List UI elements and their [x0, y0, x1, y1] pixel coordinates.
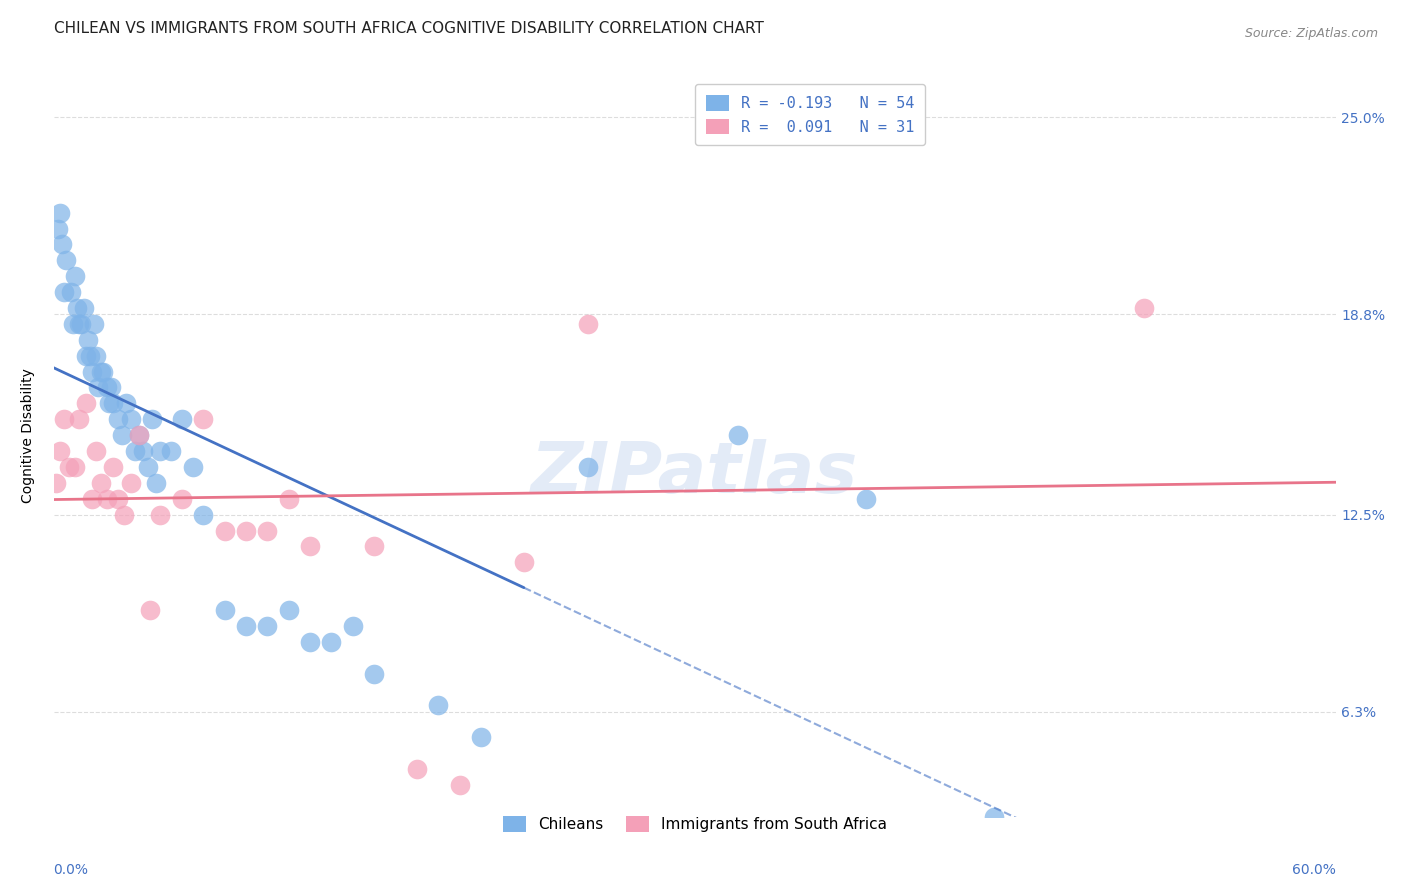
Point	[149, 508, 172, 522]
Point	[75, 349, 97, 363]
Point	[72, 301, 94, 315]
Text: 0.0%: 0.0%	[53, 863, 89, 877]
Point	[87, 380, 110, 394]
Point	[107, 412, 129, 426]
Point	[193, 412, 215, 426]
Point	[51, 237, 73, 252]
Point	[145, 475, 167, 490]
Point	[299, 635, 322, 649]
Point	[363, 540, 385, 554]
Point	[67, 317, 90, 331]
Point	[132, 444, 155, 458]
Point	[49, 205, 72, 219]
Point	[149, 444, 172, 458]
Point	[983, 810, 1005, 824]
Point	[96, 491, 118, 506]
Point	[46, 221, 69, 235]
Point	[53, 285, 76, 299]
Point	[90, 365, 112, 379]
Point	[86, 444, 108, 458]
Point	[115, 396, 138, 410]
Legend: Chileans, Immigrants from South Africa: Chileans, Immigrants from South Africa	[495, 808, 894, 839]
Point	[855, 491, 877, 506]
Text: ZIPatlas: ZIPatlas	[531, 439, 859, 508]
Point	[160, 444, 183, 458]
Point	[103, 459, 125, 474]
Point	[321, 635, 343, 649]
Point	[63, 269, 86, 284]
Point	[256, 619, 278, 633]
Point	[120, 475, 142, 490]
Point	[576, 459, 599, 474]
Point	[80, 365, 103, 379]
Point	[75, 396, 97, 410]
Point	[67, 412, 90, 426]
Point	[470, 730, 492, 744]
Point	[76, 333, 98, 347]
Point	[100, 380, 122, 394]
Point	[513, 555, 536, 569]
Point	[124, 444, 146, 458]
Point	[96, 380, 118, 394]
Point	[449, 778, 471, 792]
Point	[727, 428, 749, 442]
Point	[181, 459, 204, 474]
Point	[58, 459, 80, 474]
Point	[128, 428, 150, 442]
Point	[214, 603, 236, 617]
Point	[45, 475, 67, 490]
Point	[256, 524, 278, 538]
Point	[1133, 301, 1156, 315]
Point	[299, 540, 322, 554]
Point	[342, 619, 364, 633]
Point	[363, 666, 385, 681]
Text: 60.0%: 60.0%	[1292, 863, 1336, 877]
Point	[120, 412, 142, 426]
Point	[83, 317, 105, 331]
Point	[141, 412, 163, 426]
Point	[53, 412, 76, 426]
Point	[214, 524, 236, 538]
Point	[406, 762, 429, 776]
Point	[111, 428, 134, 442]
Point	[170, 491, 193, 506]
Point	[63, 459, 86, 474]
Point	[66, 301, 89, 315]
Point	[170, 412, 193, 426]
Point	[193, 508, 215, 522]
Point	[91, 365, 114, 379]
Point	[235, 524, 257, 538]
Point	[70, 317, 93, 331]
Point	[90, 475, 112, 490]
Point	[107, 491, 129, 506]
Point	[86, 349, 108, 363]
Y-axis label: Cognitive Disability: Cognitive Disability	[21, 368, 35, 502]
Point	[139, 603, 162, 617]
Point	[136, 459, 159, 474]
Text: Source: ZipAtlas.com: Source: ZipAtlas.com	[1244, 27, 1378, 40]
Point	[277, 491, 299, 506]
Point	[576, 317, 599, 331]
Point	[49, 444, 72, 458]
Point	[98, 396, 121, 410]
Point	[112, 508, 135, 522]
Point	[80, 491, 103, 506]
Point	[235, 619, 257, 633]
Point	[103, 396, 125, 410]
Point	[62, 317, 84, 331]
Text: CHILEAN VS IMMIGRANTS FROM SOUTH AFRICA COGNITIVE DISABILITY CORRELATION CHART: CHILEAN VS IMMIGRANTS FROM SOUTH AFRICA …	[53, 21, 763, 36]
Point	[55, 253, 77, 268]
Point	[59, 285, 82, 299]
Point	[277, 603, 299, 617]
Point	[128, 428, 150, 442]
Point	[79, 349, 101, 363]
Point	[427, 698, 450, 713]
